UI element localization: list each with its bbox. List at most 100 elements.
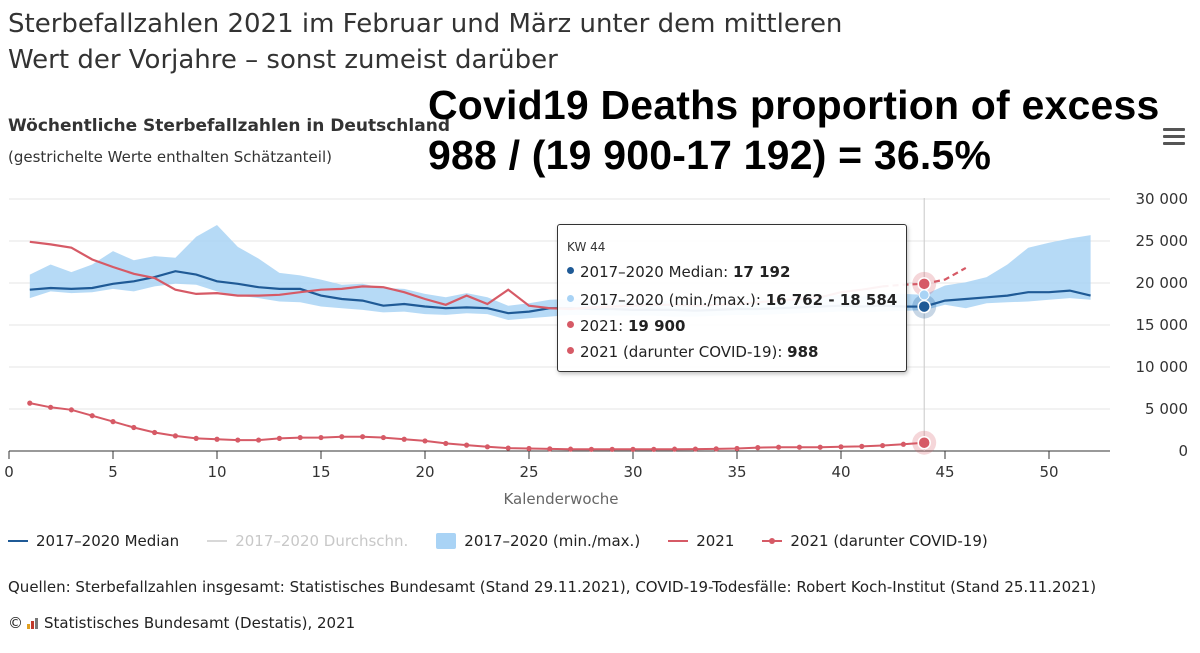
x-tick-label: 0 [4, 463, 14, 481]
covid-point [152, 429, 158, 436]
chart-subnote: (gestrichelte Werte enthalten Schätzante… [8, 148, 332, 166]
overlay-line-1: Covid19 Deaths proportion of excess [428, 82, 1160, 128]
covid-point [817, 444, 823, 450]
y-tick-label: 0 [1178, 442, 1188, 460]
covid-point [422, 438, 428, 444]
headline-line-1: Sterbefallzahlen 2021 im Februar und Mär… [8, 9, 843, 39]
covid-point [880, 442, 886, 449]
legend-item-mean[interactable]: 2017–2020 Durchschn. [207, 532, 408, 550]
legend-item-range[interactable]: 2017–2020 (min./max.) [436, 532, 640, 550]
y-tick-label: 25 000 [1136, 232, 1189, 250]
legend-item-covid[interactable]: 2021 (darunter COVID-19) [762, 532, 988, 550]
covid-point [464, 442, 470, 448]
legend-item-2021[interactable]: 2021 [668, 532, 734, 550]
covid-point [692, 446, 699, 452]
covid-point [755, 445, 761, 451]
covid-point [256, 437, 262, 443]
copyright: © Statistisches Bundesamt (Destatis), 20… [8, 614, 355, 632]
covid-point [318, 434, 324, 441]
highlight-range-max-point [918, 289, 930, 301]
tooltip-row-range: 2017–2020 (min./max.): 16 762 - 18 584 [567, 291, 897, 309]
x-tick-label: 15 [311, 463, 330, 481]
covid-point [505, 445, 511, 451]
covid-point [401, 436, 407, 442]
covid-line-icon [762, 538, 783, 544]
highlight-covid-point [917, 435, 931, 450]
tooltip-covid-label: 2021 (darunter COVID-19): [580, 343, 788, 361]
y2021-dot-icon [567, 321, 574, 328]
y-tick-label: 30 000 [1136, 190, 1189, 208]
source-note: Quellen: Sterbefallzahlen insgesamt: Sta… [8, 578, 1097, 596]
mean-line-icon [207, 540, 228, 542]
covid-point [443, 440, 449, 447]
copyright-text: Statistisches Bundesamt (Destatis), 2021 [44, 614, 356, 632]
covid-point [339, 434, 345, 440]
tooltip-row-median: 2017–2020 Median: 17 192 [567, 263, 790, 281]
overlay-annotation: Covid19 Deaths proportion of excess 988 … [428, 80, 1160, 180]
covid-point [297, 434, 303, 441]
legend-median-label: 2017–2020 Median [36, 532, 180, 550]
x-tick-label: 25 [519, 463, 538, 481]
tooltip-row-covid: 2021 (darunter COVID-19): 988 [567, 343, 818, 361]
covid-point [214, 436, 220, 442]
median-dot-icon [567, 267, 574, 274]
highlight-median-point [917, 299, 931, 314]
covid-point [547, 446, 553, 452]
covid-point [235, 437, 241, 443]
tooltip-2021-value: 19 900 [628, 317, 686, 335]
tooltip-week: KW 44 [567, 240, 606, 254]
x-tick-label: 50 [1039, 463, 1058, 481]
covid-point [900, 441, 907, 447]
legend-mean-label: 2017–2020 Durchschn. [235, 532, 409, 550]
headline: Sterbefallzahlen 2021 im Februar und Mär… [8, 6, 888, 78]
covid-point [734, 445, 740, 452]
covid-point [651, 446, 657, 452]
tooltip-median-value: 17 192 [733, 263, 791, 281]
covid-point [110, 419, 116, 425]
y-tick-label: 20 000 [1136, 274, 1189, 292]
x-tick-label: 45 [935, 463, 954, 481]
covid-point [776, 444, 782, 450]
covid-point [68, 407, 74, 413]
covid-point [568, 446, 574, 452]
covid-point [89, 413, 95, 419]
y-tick-label: 10 000 [1136, 358, 1189, 376]
tooltip-row-2021: 2021: 19 900 [567, 317, 685, 335]
range-band [29, 225, 1091, 320]
range-dot-icon [567, 295, 574, 302]
y-tick-label: 15 000 [1136, 316, 1189, 334]
chart-subtitle: Wöchentliche Sterbefallzahlen in Deutsch… [8, 116, 450, 136]
copyright-symbol: © [8, 614, 23, 632]
covid-point [526, 445, 532, 452]
x-axis-title: Kalenderwoche [503, 490, 618, 508]
overlay-line-2: 988 / (19 900-17 192) = 36.5% [428, 132, 992, 178]
hamburger-menu-icon[interactable] [1163, 128, 1185, 149]
covid-point [27, 400, 33, 406]
x-tick-label: 30 [623, 463, 642, 481]
legend-item-median[interactable]: 2017–2020 Median [8, 532, 179, 550]
chart-tooltip: KW 44 2017–2020 Median: 17 192 2017–2020… [557, 224, 907, 372]
covid-point [713, 446, 719, 452]
range-area-icon [436, 533, 457, 549]
tooltip-2021-label: 2021: [580, 317, 628, 335]
covid-point [630, 446, 636, 452]
covid-point [796, 444, 803, 450]
covid-point [193, 435, 199, 441]
covid-line [29, 402, 925, 451]
tooltip-range-value: 16 762 - 18 584 [765, 291, 898, 309]
covid-point [838, 444, 844, 450]
x-tick-label: 20 [415, 463, 434, 481]
covid-point [484, 444, 490, 450]
covid-point [360, 434, 366, 440]
tooltip-covid-value: 988 [787, 343, 819, 361]
y-tick-label: 5 000 [1145, 400, 1188, 418]
covid-point [380, 434, 386, 441]
x-tick-label: 5 [108, 463, 118, 481]
covid-point [859, 443, 865, 449]
tooltip-median-label: 2017–2020 Median: [580, 263, 733, 281]
covid-point [48, 404, 54, 410]
x-tick-label: 40 [831, 463, 850, 481]
highlight-2021-point [917, 277, 931, 291]
covid-point [609, 446, 615, 452]
y2021-line-icon [668, 540, 689, 542]
